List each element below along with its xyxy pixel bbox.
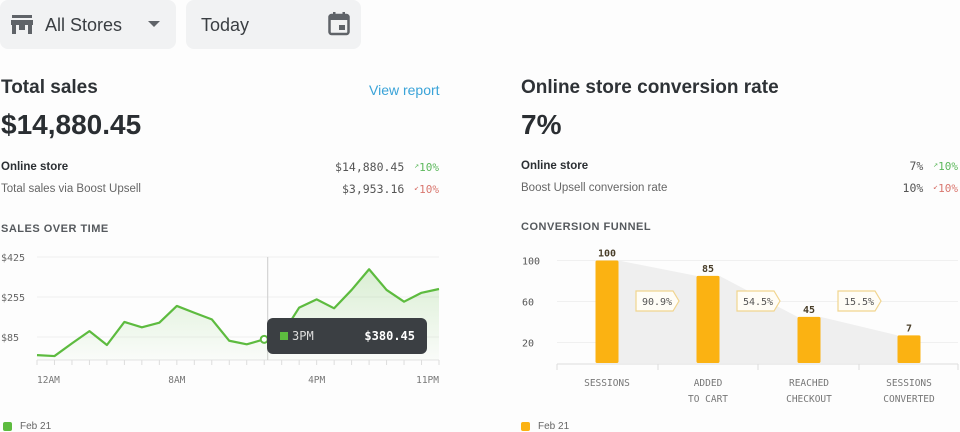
conversion-rate-label: 15.5% — [844, 297, 874, 308]
date-picker-value: Today — [201, 15, 250, 35]
row-value: $3,953.16 — [341, 182, 405, 196]
legend-label: Feb 21 — [538, 421, 570, 432]
conversion-rate-badge — [736, 290, 781, 312]
row-value: 7% — [909, 159, 924, 173]
view-report-link[interactable]: View report — [369, 82, 440, 98]
sales-over-time-chart: $425 $255 $85 12AM 8AM 4PM 11PM — [1, 253, 440, 386]
legend-label: Feb 21 — [20, 421, 52, 432]
tooltip-swatch — [280, 332, 288, 340]
arrow-up-right-icon: ↗ — [933, 159, 939, 169]
conversion-row-online-store: Online store 7% ↗10% — [521, 159, 958, 173]
funnel-chart-title: CONVERSION FUNNEL — [521, 221, 652, 233]
sales-row-boost-upsell: Total sales via Boost Upsell $3,953.16 ↙… — [1, 182, 439, 196]
bar-value-label: 7 — [906, 323, 912, 334]
conversion-funnel-chart: 100 60 20 100 SESSIONS 85 ADDED TO CART 45 REACHE… — [522, 249, 959, 405]
funnel-bar — [897, 335, 921, 363]
conversion-rate-label: 90.9% — [642, 297, 672, 308]
legend-swatch — [3, 422, 12, 431]
conversion-rate-label: 54.5% — [743, 297, 773, 308]
y-tick-label: $255 — [1, 293, 25, 304]
category-label: ADDED — [694, 378, 723, 389]
row-label: Online store — [521, 160, 589, 172]
category-label: CONVERTED — [883, 394, 935, 405]
category-label: TO CART — [688, 394, 728, 405]
row-label: Boost Upsell conversion rate — [521, 182, 668, 194]
sales-row-online-store: Online store $14,880.45 ↗10% — [1, 160, 439, 174]
category-label: REACHED — [789, 378, 829, 389]
series-line — [36, 268, 440, 358]
bar-value-label: 85 — [702, 264, 714, 275]
row-label: Total sales via Boost Upsell — [1, 183, 141, 195]
conversion-row-boost-upsell: Boost Upsell conversion rate 10% ↙10% — [521, 181, 958, 195]
sales-legend: Feb 21 — [3, 421, 51, 432]
funnel-dropoff-area — [719, 275, 798, 363]
arrow-up-right-icon: ↗ — [414, 160, 420, 170]
funnel-bar — [595, 260, 619, 363]
y-tick-label: $425 — [1, 253, 25, 264]
bar-value-label: 100 — [598, 249, 616, 260]
store-icon — [11, 15, 33, 34]
funnel-dropoff-area — [618, 260, 697, 363]
change-down-badge: ↙10% — [414, 182, 439, 196]
conversion-total: 7% — [521, 109, 562, 140]
change-down-badge: ↙10% — [933, 181, 958, 195]
funnel-bar — [696, 275, 720, 363]
funnel-dropoff-area — [820, 316, 898, 363]
conversion-rate-badge — [635, 290, 680, 312]
funnel-legend: Feb 21 — [521, 421, 569, 432]
row-value: 10% — [902, 181, 924, 195]
conversion-rate-badge — [837, 290, 882, 312]
calendar-icon — [328, 12, 350, 36]
x-tick-label: 8AM — [168, 375, 185, 386]
arrow-down-left-icon: ↙ — [414, 182, 420, 192]
category-label: CHECKOUT — [786, 394, 832, 405]
sales-total: $14,880.45 — [1, 109, 142, 140]
legend-swatch — [521, 422, 530, 431]
x-tick-label: 11PM — [416, 375, 439, 386]
store-selector-value: All Stores — [45, 15, 123, 35]
chevron-down-icon — [148, 21, 160, 27]
row-value: $14,880.45 — [335, 160, 405, 174]
store-selector[interactable]: All Stores — [0, 0, 176, 49]
date-picker[interactable]: Today — [186, 0, 361, 49]
tooltip-label: 3PM — [292, 329, 314, 343]
sales-chart-title: SALES OVER TIME — [1, 223, 109, 235]
y-tick-label: 60 — [522, 298, 534, 309]
change-up-badge: ↗10% — [414, 160, 439, 174]
category-label: SESSIONS — [584, 378, 630, 389]
category-label: SESSIONS — [886, 378, 932, 389]
arrow-down-left-icon: ↙ — [933, 181, 939, 191]
change-up-badge: ↗10% — [933, 159, 958, 173]
y-tick-label: $85 — [1, 333, 19, 344]
x-tick-label: 4PM — [308, 375, 325, 386]
conversion-title: Online store conversion rate — [521, 77, 779, 98]
sales-title: Total sales — [1, 77, 98, 98]
y-tick-label: 100 — [522, 257, 540, 268]
funnel-bar — [797, 316, 821, 363]
x-tick-label: 12AM — [37, 375, 60, 386]
bar-value-label: 45 — [803, 305, 815, 316]
y-tick-label: 20 — [522, 339, 534, 350]
row-label: Online store — [1, 161, 69, 173]
tooltip-value: $380.45 — [364, 329, 415, 343]
chart-tooltip: 3PM $380.45 — [267, 318, 427, 354]
